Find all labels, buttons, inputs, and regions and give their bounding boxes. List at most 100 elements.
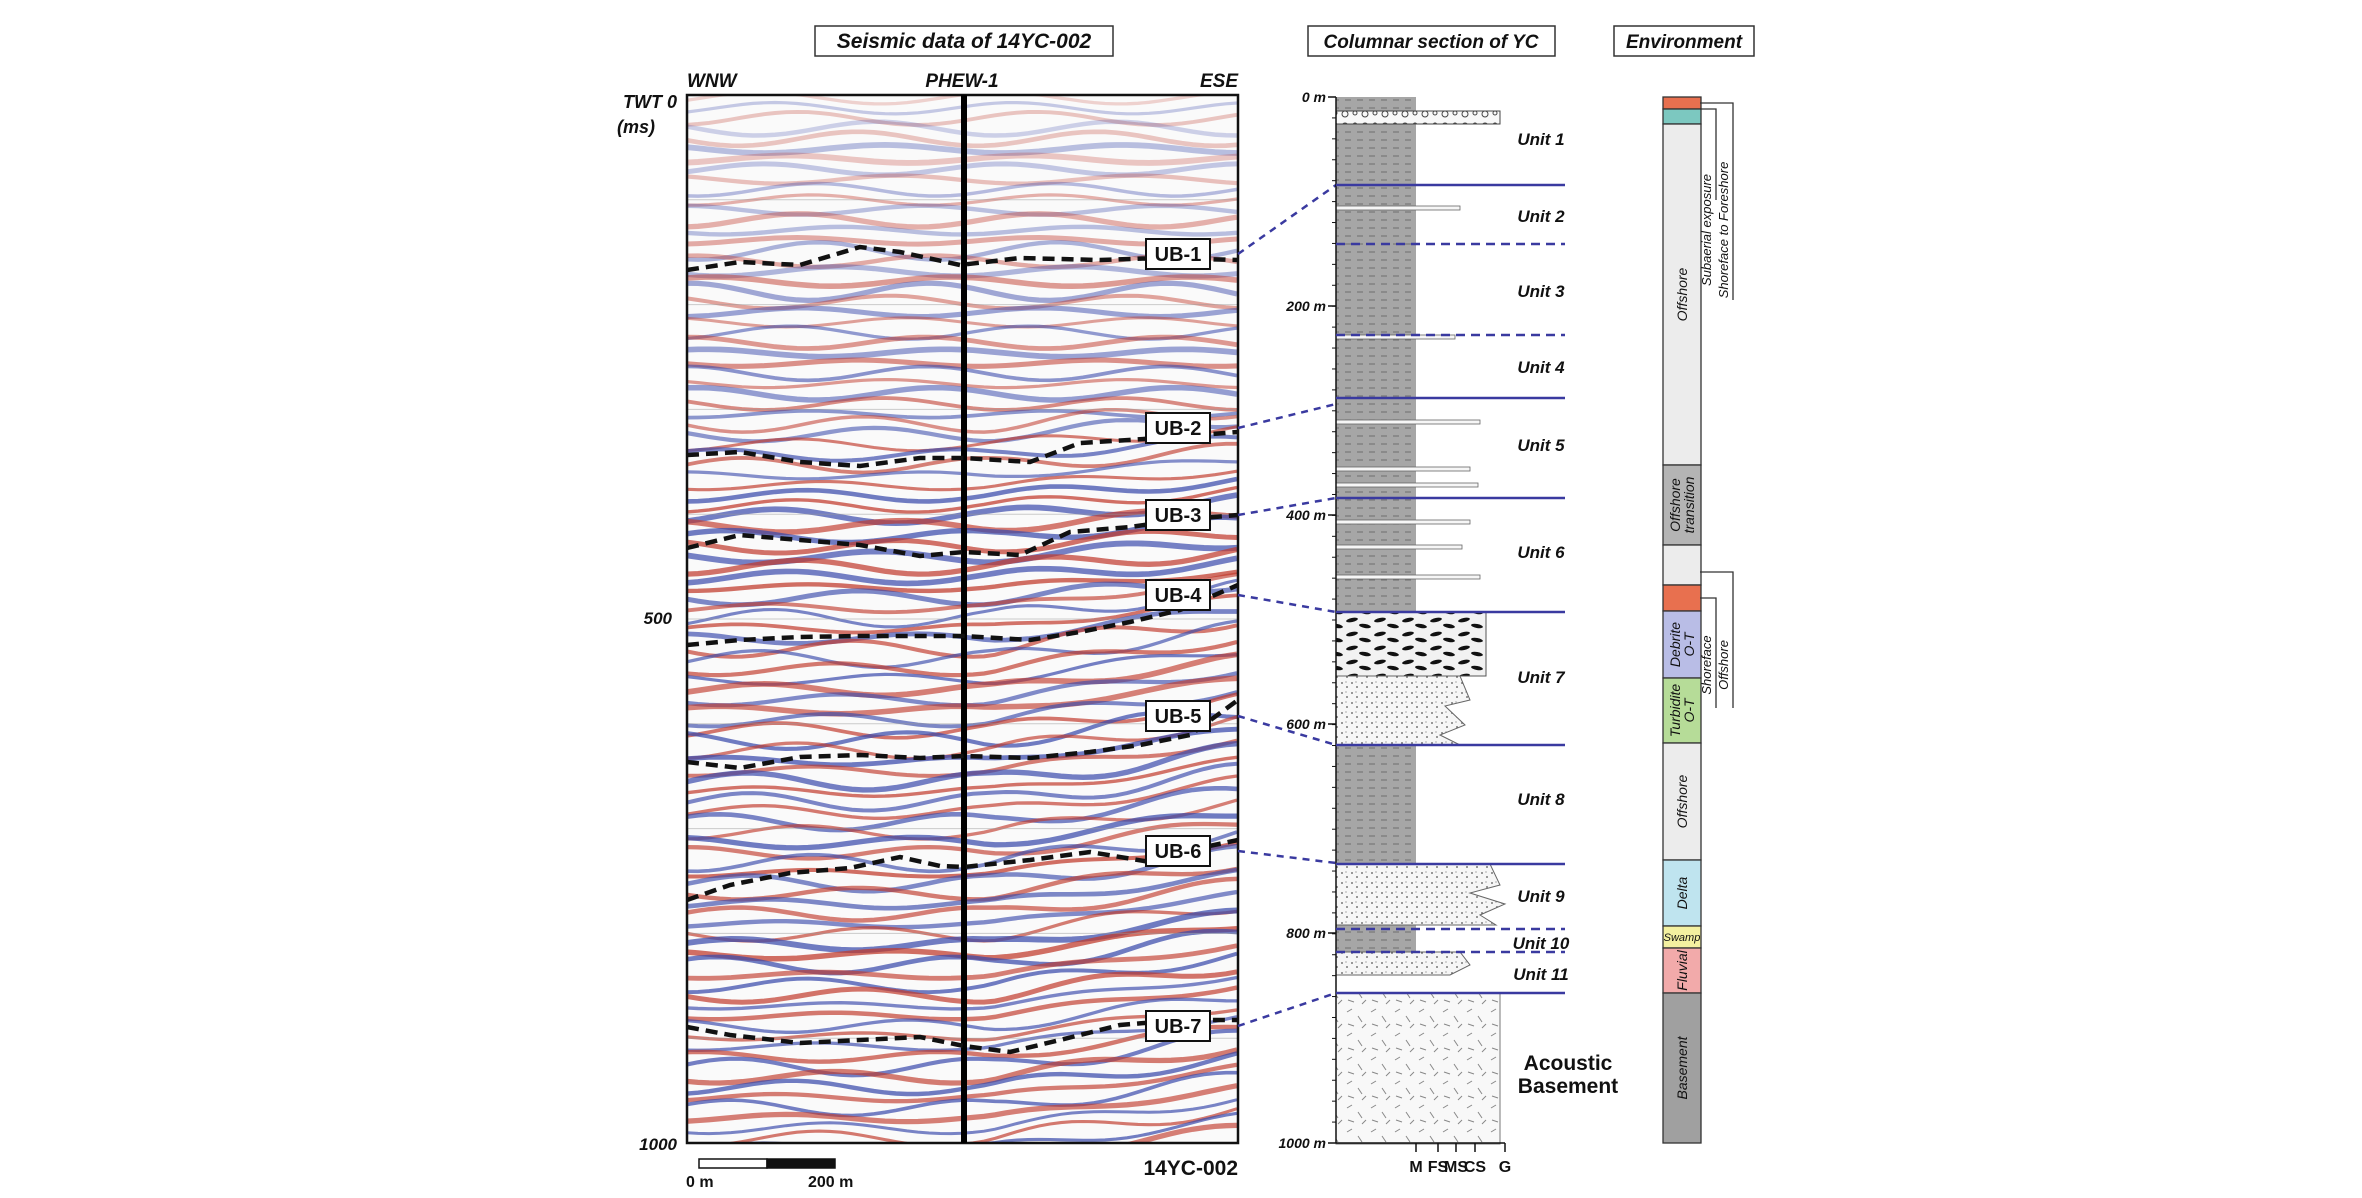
annotation-offshore: Offshore	[1716, 640, 1731, 690]
unit-label: Unit 2	[1517, 207, 1565, 226]
environment-zone	[1662, 584, 1702, 612]
turbidite-beds	[1335, 675, 1471, 746]
unit-label: Unit 3	[1517, 282, 1565, 301]
unit-label: Unit 7	[1517, 668, 1566, 687]
seismic-reflector	[1123, 1122, 1238, 1143]
environment-title-box	[1613, 25, 1755, 57]
environment-zone	[1662, 544, 1702, 586]
ub-connector	[1237, 714, 1337, 747]
seismic-reflector	[687, 95, 1214, 106]
unit-label: Unit 6	[1517, 543, 1565, 562]
horizon-ub-4	[686, 582, 1239, 648]
mudstone-column	[1336, 97, 1416, 952]
column-title: Columnar section of YC	[1323, 32, 1538, 53]
environment-zones: OffshoreOffshoretransitionDebriteO-TTurb…	[1662, 96, 1702, 1144]
twt-tick-1000: 1000	[639, 1135, 677, 1154]
environment-brackets	[1700, 102, 1734, 708]
twt-axis-unit: (ms)	[617, 117, 655, 137]
ub-connectors	[1237, 183, 1337, 1028]
column-title-box	[1307, 25, 1556, 57]
environment-zone-label: Fluvial	[1674, 949, 1690, 990]
debrite-bed	[1335, 611, 1487, 677]
fluvial-sand	[1335, 951, 1471, 976]
depth-label: 800 m	[1286, 925, 1326, 941]
environment-zone-label: Swamp	[1664, 932, 1701, 944]
ub-labels: UB-1 UB-2 UB-3 UB-4 UB-5 UB-6 UB-7	[1145, 238, 1211, 1042]
annotation-subaerial-exposure: Subaerial exposure	[1699, 174, 1714, 286]
line-name: 14YC-002	[1143, 1157, 1238, 1180]
ub-label-3: UB-3	[1155, 505, 1202, 527]
unit-label: Unit 5	[1517, 436, 1565, 455]
scale-start-label: 0 m	[686, 1174, 714, 1191]
environment-zone	[1662, 96, 1702, 110]
basement-block	[1335, 992, 1501, 1145]
delta-sand	[1335, 863, 1507, 926]
ub-label-box	[1145, 412, 1211, 444]
unit-boundaries	[1336, 183, 1565, 995]
unit-label: Unit 4	[1517, 358, 1565, 377]
unit-label: Unit 1	[1517, 130, 1564, 149]
grain-label: CS	[1464, 1159, 1487, 1176]
environment-zone	[1662, 742, 1702, 861]
unit-label: Unit 11	[1513, 965, 1568, 984]
thin-sand-bed	[1335, 419, 1481, 425]
ub-connector	[1237, 593, 1337, 614]
ub-label-box	[1145, 835, 1211, 867]
ub-label-box	[1145, 499, 1211, 531]
grain-label: MS	[1444, 1159, 1468, 1176]
unit-label: Unit 8	[1517, 790, 1565, 809]
grain-label: M	[1409, 1159, 1422, 1176]
seismic-reflector	[721, 1107, 1238, 1143]
environment-zone-label: Offshore	[1667, 478, 1683, 532]
annotation-shoreface-foreshore: Shoreface to Foreshore	[1716, 162, 1731, 299]
environment-zone-label: O-T	[1681, 697, 1697, 723]
basement-label-2: Basement	[1518, 1075, 1618, 1098]
depth-label: 0 m	[1302, 89, 1326, 105]
thin-sand-bed	[1335, 205, 1461, 211]
scale-end-label: 200 m	[808, 1174, 853, 1191]
thin-sand-bed	[1335, 482, 1479, 488]
environment-zone-label: Offshore	[1674, 774, 1690, 828]
environment-zone	[1662, 464, 1702, 546]
depth-ticks: 0 m 200 m 400 m 600 m 800 m 1000 m	[1279, 89, 1336, 1151]
ub-label-6: UB-6	[1155, 841, 1202, 863]
environment-panel: Environment OffshoreOffshoretransitionDe…	[1613, 25, 1755, 1144]
ub-connector	[1237, 183, 1337, 256]
ub-label-5: UB-5	[1155, 706, 1202, 728]
unit-label: Unit 9	[1517, 887, 1565, 906]
ub-label-box	[1145, 238, 1211, 270]
ub-connector	[1237, 402, 1337, 430]
ub-label-box	[1145, 700, 1211, 732]
grain-label: G	[1499, 1159, 1511, 1176]
environment-zone	[1662, 108, 1702, 125]
seismic-panel: Seismic data of 14YC-002 WNW PHEW-1 ESE …	[617, 25, 1337, 1191]
seismic-reflector	[735, 1111, 1238, 1143]
environment-zone-label: Basement	[1674, 1035, 1690, 1099]
environment-zone-label: O-T	[1681, 631, 1697, 657]
horizon-ub-1	[686, 244, 1239, 273]
annotation-shoreface: Shoreface	[1699, 635, 1714, 694]
scale-bar	[698, 1158, 836, 1169]
ub-connector	[1237, 991, 1337, 1028]
depth-label: 400 m	[1285, 507, 1326, 523]
horizon-ub-2	[686, 429, 1239, 469]
environment-zone-label: Offshore	[1674, 267, 1690, 321]
thin-sand-bed	[1335, 574, 1481, 580]
unit-labels: Unit 1 Unit 2 Unit 3 Unit 4 Unit 5 Unit 6 Unit…	[1513, 130, 1570, 984]
environment-zone	[1662, 610, 1702, 679]
ub-label-box	[1145, 579, 1211, 611]
ub-connector	[1237, 496, 1337, 517]
ub-label-box	[1145, 1010, 1211, 1042]
environment-zone-label: transition	[1681, 476, 1697, 533]
thin-sand-bed	[1335, 466, 1471, 472]
seismic-title: Seismic data of 14YC-002	[837, 30, 1092, 53]
ub-label-2: UB-2	[1155, 418, 1202, 440]
horizon-ub-7	[686, 1017, 1238, 1055]
conglomerate-bed	[1335, 110, 1501, 125]
grain-label: FS	[1428, 1159, 1449, 1176]
environment-zone-label: Delta	[1674, 876, 1690, 909]
ub-connector	[1237, 849, 1337, 865]
